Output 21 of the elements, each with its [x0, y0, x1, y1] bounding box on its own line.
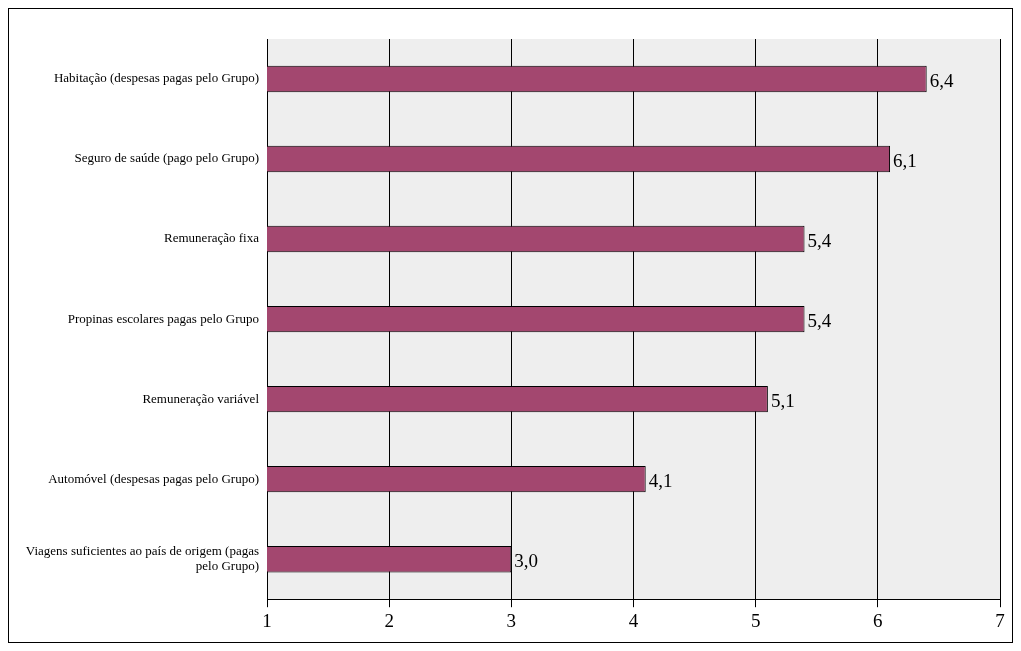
x-tick-label: 7: [995, 609, 1005, 631]
y-tick-label: Propinas escolares pagas pelo Grupo: [67, 310, 259, 326]
y-tick-label: Viagens suficientes ao país de origem (pagas pelo Grupo): [25, 542, 259, 574]
y-tick-label: Habitação (despesas pagas pelo Grupo): [53, 70, 259, 86]
x-tick-label: 4: [628, 609, 639, 631]
x-tick-label: 5: [750, 609, 761, 631]
y-tick-label: Remuneração variável: [142, 390, 260, 406]
data-label: 3,0: [514, 550, 539, 572]
y-tick-label: Automóvel (despesas pagas pelo Grupo): [48, 470, 259, 486]
data-label: 5,4: [807, 230, 832, 252]
data-label: 5,1: [770, 390, 795, 412]
y-tick-label: Seguro de saúde (pago pelo Grupo): [74, 150, 259, 166]
x-tick-label: 1: [262, 609, 272, 631]
x-tick-label: 3: [506, 609, 517, 631]
data-label: 5,4: [807, 310, 832, 332]
data-label: 6,1: [893, 150, 917, 172]
data-label: 6,4: [929, 70, 954, 91]
x-tick-label: 6: [873, 609, 883, 631]
x-tick-label: 2: [384, 609, 394, 631]
data-label: 4,1: [648, 470, 673, 492]
y-tick-label: Remuneração fixa: [164, 230, 260, 246]
